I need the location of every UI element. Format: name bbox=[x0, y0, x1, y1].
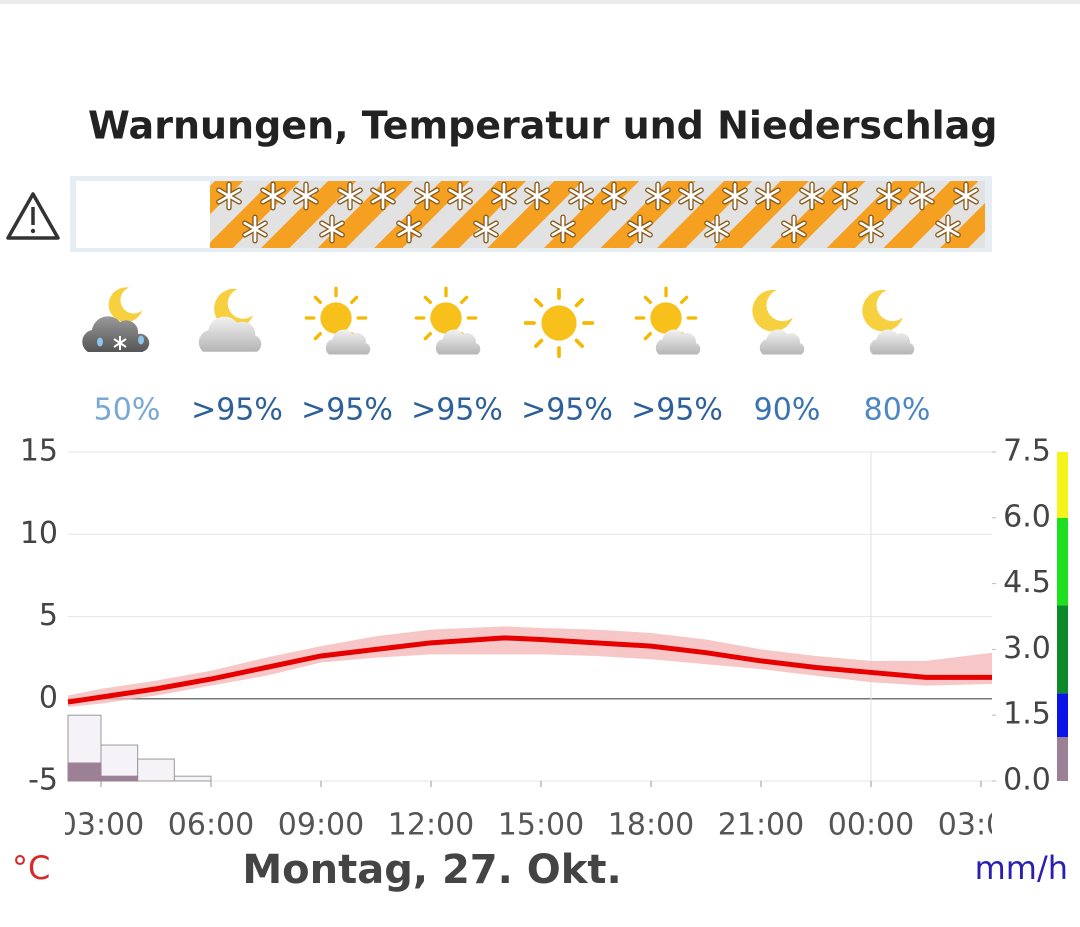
probabilities: 50% >95% >95% >95% >95% >95% 90% 80% 2 bbox=[94, 393, 1016, 428]
icon-sun-cloud bbox=[634, 286, 701, 355]
date-label: Montag, 27. Okt. bbox=[242, 847, 621, 893]
y-tick-label: -5 bbox=[28, 763, 58, 798]
y2-unit: mm/h bbox=[975, 849, 1068, 887]
y-tick-label: 10 bbox=[20, 516, 58, 551]
precip-bar bbox=[137, 758, 175, 782]
color-scale-segment bbox=[1057, 737, 1068, 781]
color-scale-segment bbox=[1057, 605, 1068, 694]
warning-icon bbox=[6, 192, 60, 240]
x-tick-label: 06:00 bbox=[168, 808, 254, 843]
probability-label: >95% bbox=[411, 393, 503, 428]
icon-moon-cloud bbox=[862, 289, 915, 355]
x-tick-label: 03:00 bbox=[938, 808, 1024, 843]
precip-bar bbox=[67, 762, 102, 782]
snow-warning-flakes bbox=[210, 181, 985, 248]
x-axis: 03:00 06:00 09:00 12:00 15:00 18:00 21:00 00:00… bbox=[58, 781, 1024, 843]
no-warning bbox=[76, 181, 210, 248]
x-tick-label: 12:00 bbox=[388, 808, 474, 843]
probability-label: >95% bbox=[301, 393, 393, 428]
y2-tick-label: 1.5 bbox=[1003, 697, 1051, 732]
probability-label: >95% bbox=[631, 393, 723, 428]
probability-label: >95% bbox=[521, 393, 613, 428]
probability-label: 2 bbox=[997, 393, 1016, 428]
y2-tick-label: 0.0 bbox=[1003, 763, 1051, 798]
y-unit: °C bbox=[12, 849, 50, 887]
color-scale-segment bbox=[1057, 517, 1068, 606]
x-tick-label: 03:00 bbox=[58, 808, 144, 843]
probability-label: 50% bbox=[94, 393, 161, 428]
weather-icons bbox=[82, 286, 915, 359]
y2-tick-label: 7.5 bbox=[1003, 434, 1051, 469]
color-scale-segment bbox=[1057, 693, 1068, 738]
probability-label: >95% bbox=[191, 393, 283, 428]
y2-tick-label: 4.5 bbox=[1003, 565, 1051, 600]
chart: 50% >95% >95% >95% >95% >95% 90% 80% 2 15 10 5 0 -5 7.… bbox=[12, 393, 1068, 893]
probability-label: 80% bbox=[864, 393, 931, 428]
temperature-line bbox=[67, 635, 992, 705]
icon-moon-cloud bbox=[752, 289, 805, 355]
y-tick-label: 15 bbox=[20, 434, 58, 469]
icon-night-cloudy bbox=[198, 288, 262, 352]
y2-tick-label: 3.0 bbox=[1003, 631, 1051, 666]
section-title: Warnungen, Temperatur und Niederschlag bbox=[88, 104, 998, 148]
x-tick-label: 09:00 bbox=[278, 808, 364, 843]
y-tick-label: 5 bbox=[39, 598, 58, 633]
color-scale-segment bbox=[1057, 452, 1068, 518]
icon-sun-cloud bbox=[414, 286, 481, 355]
y-tick-label: 0 bbox=[39, 680, 58, 715]
precip-bar bbox=[100, 744, 139, 782]
icon-sun bbox=[523, 287, 595, 359]
y2-tick-label: 6.0 bbox=[1003, 499, 1051, 534]
x-tick-label: 00:00 bbox=[828, 808, 914, 843]
x-tick-label: 15:00 bbox=[498, 808, 584, 843]
probability-label: 90% bbox=[754, 393, 821, 428]
precip-bar bbox=[173, 775, 212, 782]
x-tick-label: 18:00 bbox=[608, 808, 694, 843]
status-strip bbox=[0, 0, 1080, 4]
precip-bar bbox=[100, 775, 139, 782]
x-tick-label: 21:00 bbox=[718, 808, 804, 843]
icon-night-snow bbox=[82, 287, 150, 352]
icon-sun-cloud bbox=[304, 286, 371, 355]
